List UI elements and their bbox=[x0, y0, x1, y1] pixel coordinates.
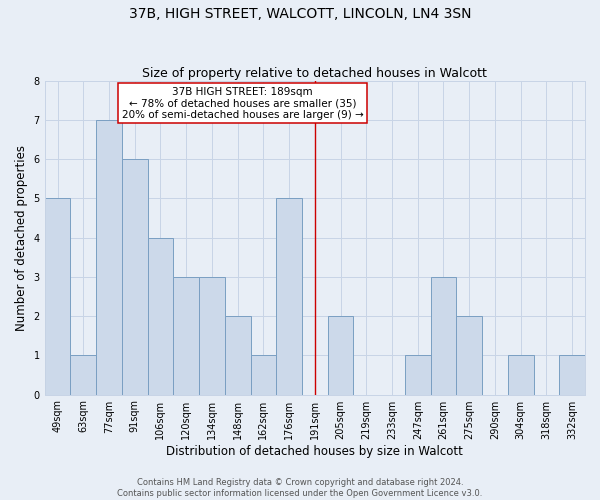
Bar bbox=[148, 238, 173, 394]
Text: 37B, HIGH STREET, WALCOTT, LINCOLN, LN4 3SN: 37B, HIGH STREET, WALCOTT, LINCOLN, LN4 … bbox=[129, 8, 471, 22]
Bar bbox=[70, 356, 96, 395]
Bar bbox=[96, 120, 122, 394]
Bar bbox=[276, 198, 302, 394]
Bar bbox=[328, 316, 353, 394]
Text: 37B HIGH STREET: 189sqm
← 78% of detached houses are smaller (35)
20% of semi-de: 37B HIGH STREET: 189sqm ← 78% of detache… bbox=[122, 86, 364, 120]
Bar bbox=[199, 277, 225, 394]
Bar bbox=[44, 198, 70, 394]
X-axis label: Distribution of detached houses by size in Walcott: Distribution of detached houses by size … bbox=[166, 444, 463, 458]
Bar bbox=[225, 316, 251, 394]
Bar bbox=[508, 356, 533, 395]
Title: Size of property relative to detached houses in Walcott: Size of property relative to detached ho… bbox=[142, 66, 487, 80]
Bar bbox=[431, 277, 457, 394]
Bar bbox=[251, 356, 276, 395]
Y-axis label: Number of detached properties: Number of detached properties bbox=[15, 144, 28, 330]
Bar bbox=[559, 356, 585, 395]
Bar bbox=[173, 277, 199, 394]
Bar bbox=[122, 159, 148, 394]
Text: Contains HM Land Registry data © Crown copyright and database right 2024.
Contai: Contains HM Land Registry data © Crown c… bbox=[118, 478, 482, 498]
Bar bbox=[457, 316, 482, 394]
Bar bbox=[405, 356, 431, 395]
